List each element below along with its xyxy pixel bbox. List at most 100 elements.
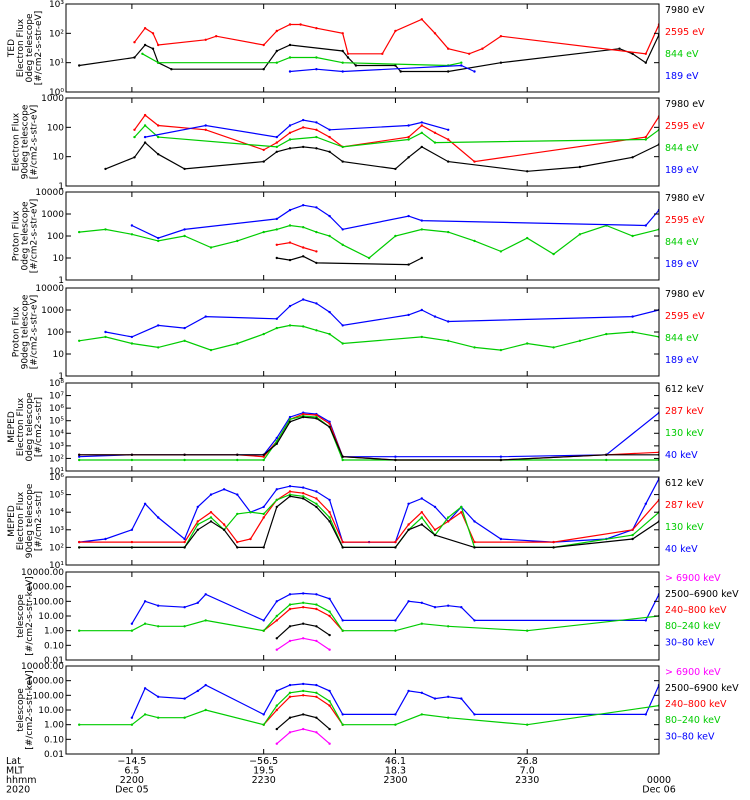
panel-3: 1 10 100 1000 10000 Proton Flux 0deg telescope… — [12, 188, 706, 286]
y-tick-label: 10⁴ — [49, 508, 64, 518]
data-point — [143, 141, 147, 144]
data-point — [275, 243, 278, 246]
data-point — [302, 592, 305, 595]
data-point — [394, 540, 397, 544]
legend-entry: 189 eV — [665, 165, 699, 176]
data-point — [631, 533, 634, 537]
data-point — [288, 418, 292, 421]
data-point — [526, 629, 529, 632]
x-tick-label: 6.5 — [124, 766, 139, 777]
data-point — [644, 224, 647, 227]
legend-entry: > 6900 keV — [665, 667, 721, 678]
legend-entry: 240–800 keV — [665, 699, 727, 710]
data-point — [275, 614, 278, 618]
y-axis-label: 0deg telescope — [25, 13, 35, 83]
data-point — [275, 61, 278, 64]
series-line-844-ev — [142, 53, 462, 67]
data-point — [460, 606, 463, 609]
data-point — [473, 520, 476, 523]
data-point — [130, 629, 134, 632]
data-point — [447, 230, 450, 234]
y-tick-label: 10000 — [35, 284, 64, 294]
x-tick-label: 2300 — [383, 775, 407, 786]
data-point — [447, 320, 450, 323]
data-point — [315, 206, 318, 209]
data-point — [183, 339, 186, 342]
data-point — [302, 298, 305, 301]
data-point — [288, 258, 292, 262]
legend-entry: 612 keV — [665, 384, 704, 395]
data-point — [170, 68, 173, 71]
data-point — [183, 453, 186, 456]
data-point — [288, 490, 292, 493]
data-point — [394, 458, 397, 462]
data-point — [204, 38, 207, 41]
data-point — [262, 516, 265, 519]
data-point — [288, 695, 292, 698]
data-point — [204, 683, 207, 687]
data-point — [526, 723, 529, 726]
series-line--6900-kev — [276, 728, 330, 745]
series-line-2595-ev — [134, 18, 659, 55]
data-point — [433, 141, 437, 144]
y-tick-label: 1 — [58, 372, 64, 382]
data-point — [473, 619, 476, 622]
y-tick-label: 10² — [49, 29, 64, 39]
data-point — [302, 606, 305, 609]
data-point — [204, 124, 207, 127]
y-axis-label: MEPED — [7, 505, 17, 537]
data-point — [473, 70, 476, 73]
data-point — [209, 493, 213, 496]
data-point — [631, 156, 634, 159]
data-point — [302, 145, 305, 149]
data-point — [328, 422, 331, 425]
data-point — [420, 335, 423, 339]
series-line-30-80-kev — [131, 592, 659, 625]
panel-2: 1 10 100 1000 Electron Flux 90deg telescope [#… — [12, 94, 706, 192]
data-point — [578, 233, 582, 236]
data-point — [151, 47, 155, 50]
data-point — [78, 230, 81, 234]
data-point — [275, 498, 278, 502]
data-point — [302, 486, 305, 489]
y-tick-label: 10⁴ — [49, 429, 64, 439]
data-point — [143, 687, 147, 690]
data-point — [275, 141, 278, 144]
data-point — [130, 453, 134, 456]
x-tick-label: Dec 06 — [642, 785, 676, 796]
data-point — [631, 528, 634, 531]
series-group — [104, 113, 659, 173]
data-point — [104, 167, 107, 171]
data-point — [328, 150, 331, 153]
data-point — [209, 520, 213, 523]
data-point — [78, 453, 81, 456]
data-point — [157, 124, 160, 127]
data-point — [288, 603, 292, 606]
data-point — [183, 537, 186, 541]
data-point — [262, 512, 265, 516]
data-point — [157, 43, 160, 47]
y-axis-label: [#/cm2-s-str-keV] — [25, 670, 35, 749]
data-point — [328, 648, 331, 651]
panel-4: 1 10 100 1000 10000 Proton Flux 90deg telescop… — [12, 284, 706, 382]
x-tick-label: Dec 05 — [115, 785, 149, 796]
y-tick-label: 1 — [58, 276, 64, 286]
data-point — [183, 326, 186, 330]
data-point — [157, 324, 160, 327]
data-point — [209, 246, 213, 249]
y-tick-label: 10⁵ — [49, 491, 64, 501]
y-tick-label: 10⁷ — [49, 392, 64, 402]
data-point — [315, 593, 318, 596]
data-point — [433, 533, 437, 537]
data-point — [315, 135, 318, 139]
data-point — [288, 593, 292, 596]
data-point — [288, 731, 292, 734]
data-point — [262, 619, 265, 622]
legend-entry: 7980 eV — [665, 5, 705, 16]
legend-entry: 844 eV — [665, 237, 699, 248]
data-point — [473, 239, 476, 243]
data-point — [133, 56, 136, 59]
data-point — [143, 135, 147, 139]
data-point — [275, 600, 278, 603]
data-point — [183, 228, 186, 231]
